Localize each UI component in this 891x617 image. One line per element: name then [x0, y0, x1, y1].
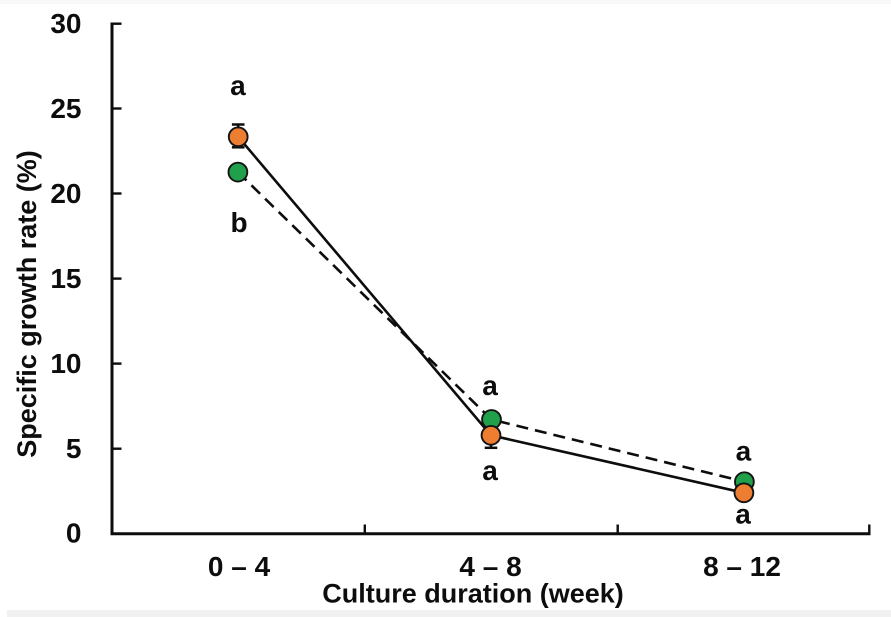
svg-text:a: a: [482, 370, 498, 401]
svg-text:a: a: [482, 455, 498, 486]
svg-text:b: b: [230, 207, 247, 238]
svg-text:a: a: [230, 70, 246, 101]
svg-text:5: 5: [66, 433, 82, 464]
svg-text:4 – 8: 4 – 8: [459, 551, 521, 582]
svg-text:Specific growth rate (%): Specific growth rate (%): [12, 150, 42, 458]
svg-text:20: 20: [50, 178, 81, 209]
svg-text:a: a: [736, 436, 752, 467]
svg-text:30: 30: [50, 8, 81, 39]
svg-text:0: 0: [66, 518, 82, 549]
svg-text:15: 15: [50, 263, 81, 294]
svg-text:10: 10: [50, 348, 81, 379]
svg-text:8 – 12: 8 – 12: [703, 551, 781, 582]
svg-text:Culture duration (week): Culture duration (week): [322, 579, 624, 609]
svg-text:25: 25: [50, 93, 81, 124]
svg-text:0 – 4: 0 – 4: [208, 551, 271, 582]
svg-text:a: a: [735, 499, 751, 530]
